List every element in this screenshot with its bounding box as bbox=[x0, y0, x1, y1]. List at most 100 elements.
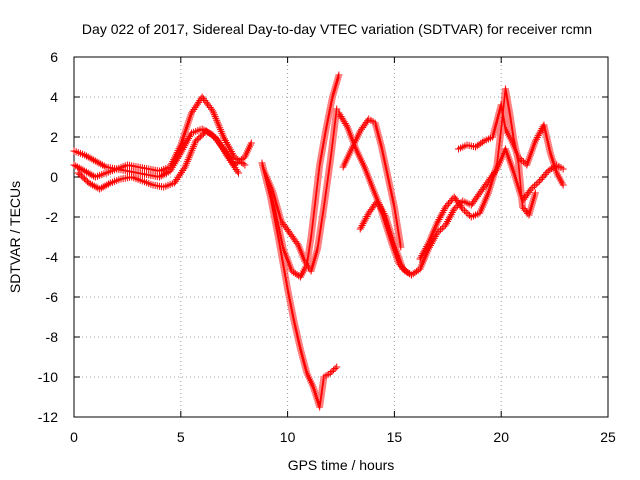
data-point bbox=[172, 177, 180, 185]
data-point bbox=[538, 174, 546, 182]
data-point bbox=[173, 175, 181, 183]
data-point bbox=[379, 208, 387, 216]
data-point bbox=[225, 155, 233, 163]
data-point bbox=[202, 127, 210, 135]
data-point bbox=[335, 71, 343, 79]
data-point bbox=[82, 176, 90, 184]
data-point bbox=[536, 177, 544, 185]
data-point bbox=[167, 165, 175, 173]
data-point bbox=[198, 131, 206, 139]
data-point bbox=[221, 137, 229, 145]
data-point bbox=[418, 251, 426, 259]
data-point bbox=[229, 160, 237, 168]
data-point bbox=[232, 165, 240, 173]
data-point bbox=[416, 255, 424, 263]
data-point bbox=[225, 144, 233, 152]
data-point bbox=[208, 131, 216, 139]
data-point bbox=[537, 175, 545, 183]
data-point bbox=[438, 224, 446, 232]
data-point bbox=[81, 151, 89, 159]
chart-title: Day 022 of 2017, Sidereal Day-to-day VTE… bbox=[82, 21, 592, 37]
data-point bbox=[88, 171, 96, 179]
data-point bbox=[190, 105, 198, 113]
data-point bbox=[74, 163, 82, 171]
data-point bbox=[333, 105, 341, 113]
data-point bbox=[183, 138, 191, 146]
data-point bbox=[218, 144, 226, 152]
data-point bbox=[81, 167, 89, 175]
data-point bbox=[247, 139, 255, 147]
data-point bbox=[79, 173, 87, 181]
data-point bbox=[182, 140, 190, 148]
data-point bbox=[82, 168, 90, 176]
data-point bbox=[76, 170, 84, 178]
data-point bbox=[226, 146, 234, 154]
data-point bbox=[97, 184, 105, 192]
x-tick-label: 15 bbox=[387, 429, 403, 445]
y-tick-label: -4 bbox=[46, 249, 59, 265]
data-point bbox=[434, 217, 442, 225]
data-point bbox=[437, 212, 445, 220]
data-point bbox=[216, 140, 224, 148]
data-point bbox=[170, 179, 178, 187]
data-point bbox=[526, 187, 534, 195]
data-point bbox=[180, 144, 188, 152]
y-tick-label: -6 bbox=[46, 289, 59, 305]
data-point bbox=[540, 172, 548, 180]
data-point bbox=[535, 130, 543, 138]
data-point bbox=[442, 221, 450, 229]
data-point bbox=[192, 102, 200, 110]
data-point bbox=[74, 169, 82, 177]
data-point bbox=[175, 153, 183, 161]
data-point bbox=[537, 126, 545, 134]
data-point bbox=[234, 169, 242, 177]
data-point bbox=[175, 172, 183, 180]
x-tick-label: 0 bbox=[70, 429, 78, 445]
data-point bbox=[230, 162, 238, 170]
data-point bbox=[223, 140, 231, 148]
data-point bbox=[231, 164, 239, 172]
data-point bbox=[181, 142, 189, 150]
data-point bbox=[87, 180, 95, 188]
data-point bbox=[374, 199, 382, 207]
data-point bbox=[186, 133, 194, 141]
data-point bbox=[155, 173, 163, 181]
data-point bbox=[559, 181, 567, 189]
data-point bbox=[179, 167, 187, 175]
data-point bbox=[193, 100, 201, 108]
axis-ticks: 0 5 10 15 20 25 -12 -10 -8 -6 -4 -2 0 2 4 6 bbox=[38, 49, 616, 445]
data-point bbox=[91, 157, 99, 165]
data-point bbox=[227, 158, 235, 166]
data-point bbox=[446, 212, 454, 220]
data-point bbox=[196, 133, 204, 141]
data-point bbox=[442, 203, 450, 211]
data-point bbox=[193, 136, 201, 144]
data-point bbox=[356, 225, 364, 233]
y-tick-label: -8 bbox=[46, 329, 59, 345]
data-point bbox=[195, 134, 203, 142]
grid bbox=[74, 57, 608, 417]
data-point bbox=[529, 183, 537, 191]
data-point bbox=[559, 165, 567, 173]
data-point bbox=[445, 216, 453, 224]
data-point bbox=[100, 162, 108, 170]
data-point bbox=[79, 166, 87, 174]
data-point bbox=[423, 243, 431, 251]
data-point bbox=[199, 130, 207, 138]
data-point bbox=[214, 137, 222, 145]
data-point bbox=[221, 148, 229, 156]
data-point bbox=[195, 98, 203, 106]
data-point bbox=[230, 153, 238, 161]
y-tick-label: 6 bbox=[50, 49, 58, 65]
data-point bbox=[241, 161, 249, 169]
data-point bbox=[377, 204, 385, 212]
data-point bbox=[376, 202, 384, 210]
data-point bbox=[527, 185, 535, 193]
data-point bbox=[157, 172, 165, 180]
data-point bbox=[419, 250, 427, 258]
data-point bbox=[77, 172, 85, 180]
data-point bbox=[72, 162, 80, 170]
data-point bbox=[178, 168, 186, 176]
data-point bbox=[446, 198, 454, 206]
data-point bbox=[444, 217, 452, 225]
